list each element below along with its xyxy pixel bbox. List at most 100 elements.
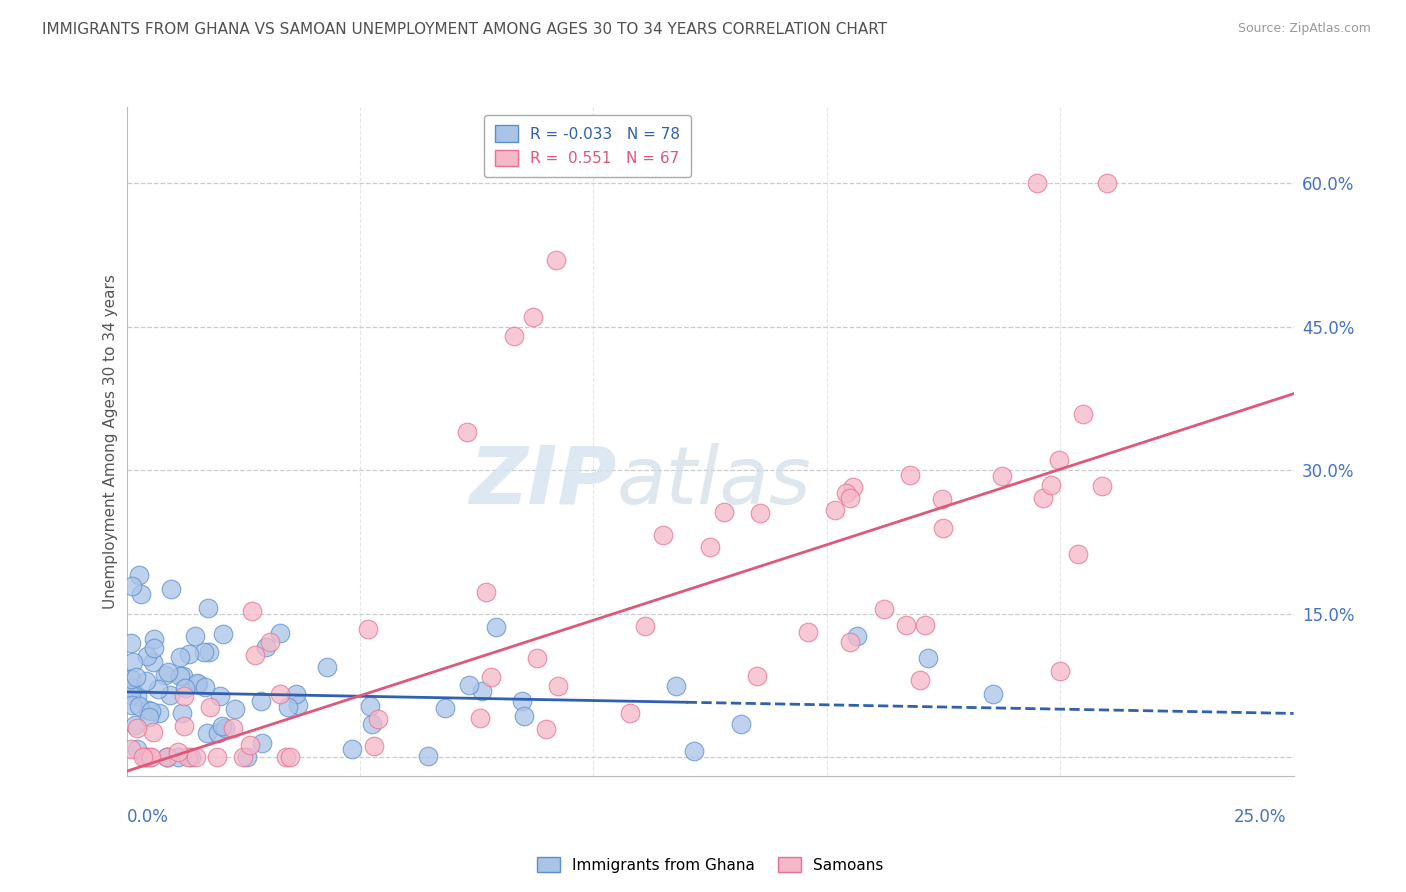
Point [713, 505, 735, 519]
Point [894, 618, 917, 632]
Point [1073, 407, 1095, 421]
Point [207, 726, 229, 740]
Point [512, 694, 534, 708]
Point [917, 651, 939, 665]
Point [841, 480, 863, 494]
Point [132, 750, 155, 764]
Point [652, 528, 675, 542]
Point [128, 568, 150, 582]
Point [129, 587, 152, 601]
Point [665, 679, 688, 693]
Point [155, 750, 177, 764]
Point [135, 750, 157, 764]
Point [357, 622, 380, 636]
Point [513, 709, 536, 723]
Text: 25.0%: 25.0% [1234, 808, 1286, 826]
Point [125, 689, 148, 703]
Point [458, 678, 481, 692]
Point [468, 711, 491, 725]
Point [125, 670, 148, 684]
Point [138, 750, 160, 764]
Point [169, 669, 191, 683]
Point [474, 585, 496, 599]
Point [172, 669, 194, 683]
Point [363, 739, 385, 753]
Point [1091, 479, 1114, 493]
Point [122, 655, 145, 669]
Point [269, 687, 291, 701]
Point [142, 655, 165, 669]
Point [433, 700, 456, 714]
Point [1047, 453, 1070, 467]
Point [284, 687, 307, 701]
Point [547, 679, 569, 693]
Text: IMMIGRANTS FROM GHANA VS SAMOAN UNEMPLOYMENT AMONG AGES 30 TO 34 YEARS CORRELATI: IMMIGRANTS FROM GHANA VS SAMOAN UNEMPLOY… [42, 22, 887, 37]
Point [236, 750, 259, 764]
Point [205, 750, 228, 764]
Point [134, 750, 156, 764]
Point [1039, 478, 1062, 492]
Point [914, 618, 936, 632]
Point [180, 750, 202, 764]
Point [745, 669, 768, 683]
Point [198, 645, 221, 659]
Point [485, 620, 508, 634]
Point [931, 492, 953, 507]
Point [214, 721, 236, 735]
Point [153, 667, 176, 681]
Point [900, 467, 922, 482]
Point [160, 582, 183, 597]
Point [277, 700, 299, 714]
Point [240, 603, 263, 617]
Point [135, 648, 157, 663]
Point [167, 745, 190, 759]
Point [212, 627, 235, 641]
Point [173, 689, 195, 703]
Point [121, 698, 143, 712]
Point [128, 698, 150, 713]
Point [200, 700, 222, 714]
Point [276, 750, 298, 764]
Point [252, 736, 274, 750]
Text: atlas: atlas [617, 442, 811, 521]
Point [184, 629, 207, 643]
Point [167, 750, 190, 764]
Point [174, 681, 197, 695]
Point [209, 689, 232, 703]
Point [471, 684, 494, 698]
Point [522, 310, 544, 325]
Point [193, 645, 215, 659]
Point [981, 687, 1004, 701]
Point [503, 329, 526, 343]
Text: 0.0%: 0.0% [127, 808, 169, 826]
Y-axis label: Unemployment Among Ages 30 to 34 years: Unemployment Among Ages 30 to 34 years [103, 274, 118, 609]
Point [222, 721, 245, 735]
Point [269, 625, 291, 640]
Point [169, 650, 191, 665]
Point [239, 738, 262, 752]
Point [184, 750, 207, 764]
Point [187, 677, 209, 691]
Point [142, 641, 165, 656]
Point [211, 718, 233, 732]
Point [367, 712, 389, 726]
Point [125, 721, 148, 735]
Point [1095, 177, 1118, 191]
Point [873, 602, 896, 616]
Point [148, 681, 170, 696]
Point [224, 702, 246, 716]
Point [932, 521, 955, 535]
Point [177, 750, 200, 764]
Point [143, 632, 166, 647]
Point [699, 540, 721, 554]
Point [120, 742, 142, 756]
Point [138, 710, 160, 724]
Point [186, 675, 208, 690]
Point [908, 673, 931, 688]
Point [121, 681, 143, 696]
Point [124, 717, 146, 731]
Point [839, 491, 862, 506]
Point [481, 670, 503, 684]
Text: Source: ZipAtlas.com: Source: ZipAtlas.com [1237, 22, 1371, 36]
Point [991, 468, 1014, 483]
